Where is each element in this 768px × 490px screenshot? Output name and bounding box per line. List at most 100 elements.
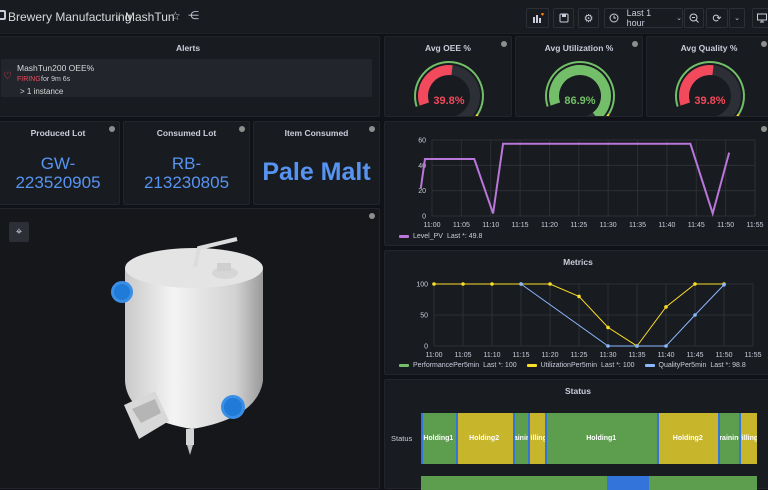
x-tick-label: 11:20: [542, 352, 559, 359]
time-picker-button[interactable]: Last 1 hour ⌄: [604, 8, 683, 28]
metrics-legend: PerformancePer5min Last *: 100 Utilizati…: [399, 362, 746, 369]
gauge-panel-oee: Avg OEE % 39.8%: [384, 36, 512, 117]
legend-swatch: [526, 364, 537, 367]
chevron-down-icon: ⌄: [734, 15, 740, 22]
status-segment-edge: [718, 413, 721, 464]
stat-panel-produced-lot: Produced Lot GW- 223520905: [0, 121, 120, 205]
metrics-point: [490, 282, 494, 286]
add-panel-button[interactable]: [526, 8, 549, 28]
panel-status-dot: [369, 126, 375, 132]
status-segment-edge: [512, 413, 515, 464]
metrics-point: [606, 325, 610, 330]
status-segment[interactable]: Holding2: [455, 413, 513, 464]
legend-swatch: [399, 364, 409, 367]
share-icon[interactable]: ⋲: [188, 10, 199, 22]
status-row-label: Status: [391, 434, 413, 443]
crosshair-icon: ⌖: [15, 225, 23, 238]
gauge-threshold-green: [414, 61, 484, 115]
legend-last: Last *: 98.8: [710, 362, 746, 369]
gauge-svg: [414, 61, 484, 116]
star-icon[interactable]: ☆: [170, 9, 181, 23]
stat-value: Pale Malt: [262, 158, 371, 186]
panel-status-dot: [369, 213, 375, 219]
level-chart: 0 20 40 60 11:00 11:05 11:10 11:15 11:20 11:25 11:…: [418, 138, 764, 230]
panel-title: Avg OEE %: [425, 43, 471, 53]
alert-state: FIRING: [17, 76, 41, 83]
metrics-point: [722, 282, 726, 287]
status-segment[interactable]: Draining: [718, 413, 739, 464]
status-segment-edge: [657, 413, 660, 464]
legend-last: Last *: 100: [601, 362, 635, 369]
metrics-point: [606, 344, 610, 348]
x-tick-label: 11:20: [541, 222, 558, 229]
x-tick-label: 11:10: [484, 352, 501, 359]
alert-duration: for 9m 6s: [41, 76, 71, 83]
gauge-svg: [675, 61, 745, 116]
breadcrumb-folder[interactable]: Brewery Manufacturing: [8, 10, 132, 24]
x-tick-label: 11:55: [747, 222, 764, 229]
status-segment[interactable]: Holding1: [421, 413, 456, 464]
panel-status-dot: [761, 126, 767, 132]
stat-panel-consumed-lot: Consumed Lot RB- 213230805: [123, 121, 250, 205]
save-dashboard-button[interactable]: [553, 8, 574, 28]
legend-name: UtilizationPer5min: [540, 362, 598, 369]
chevron-down-icon: ⌄: [676, 15, 682, 22]
x-tick-label: 11:25: [570, 222, 587, 229]
gauge-svg: [545, 61, 615, 116]
recenter-button[interactable]: ⌖: [9, 222, 29, 242]
alert-instances-toggle[interactable]: > 1 instance: [20, 87, 64, 96]
status-segment-edge: [455, 413, 458, 464]
legend-name: PerformancePer5min: [413, 362, 480, 369]
status-segment-edge: [738, 413, 741, 464]
x-tick-label: 11:05: [453, 222, 470, 229]
panel-title: Avg Utilization %: [544, 43, 614, 53]
y-tick-label: 100: [416, 282, 428, 289]
legend-last: Last *: 100: [483, 362, 517, 369]
panel-title: Produced Lot: [30, 128, 86, 138]
stat-value-line1: RB-: [171, 154, 202, 173]
x-tick-label: 11:15: [512, 222, 529, 229]
legend-swatch: [399, 235, 409, 238]
panel-title: Avg Quality %: [680, 43, 738, 53]
clock-icon: [609, 13, 619, 23]
alert-name: MashTun200 OEE%: [17, 63, 95, 73]
x-tick-label: 11:50: [717, 222, 734, 229]
status-track-second: [421, 476, 757, 490]
tv-mode-button[interactable]: [752, 8, 768, 28]
save-icon: [559, 13, 568, 23]
alert-item[interactable]: ♡ MashTun200 OEE% FIRING for 9m 6s > 1 i…: [1, 59, 372, 97]
panel-status-dot: [109, 126, 115, 132]
x-tick-label: 11:10: [482, 222, 499, 229]
x-tick-label: 11:00: [424, 222, 441, 229]
status-segment[interactable]: Draining: [512, 413, 528, 464]
x-tick-label: 11:30: [600, 222, 617, 229]
legend-item-quality[interactable]: QualityPer5min Last *: 98.8: [644, 362, 746, 369]
gauge-value: 39.8%: [694, 95, 726, 107]
legend-item-performance[interactable]: PerformancePer5min Last *: 100: [399, 362, 517, 369]
refresh-button[interactable]: ⟳: [706, 8, 728, 28]
dashboard-settings-button[interactable]: ⚙: [578, 8, 599, 28]
legend-last: Last *: 49.8: [446, 233, 483, 240]
refresh-interval-button[interactable]: ⌄: [729, 8, 745, 28]
stat-panel-item-consumed: Item Consumed Pale Malt: [253, 121, 380, 205]
zoom-out-button[interactable]: [684, 8, 704, 28]
status-segment[interactable]: Filling: [527, 413, 546, 464]
legend-item-utilization[interactable]: UtilizationPer5min Last *: 100: [526, 362, 635, 369]
level-legend-item[interactable]: Level_PV Last *: 49.8: [399, 233, 482, 240]
status-segment[interactable]: Holding1: [545, 413, 658, 464]
breadcrumb-separator: /: [117, 10, 121, 24]
x-tick-label: 11:35: [629, 352, 646, 359]
metrics-point: [548, 282, 552, 286]
x-tick-label: 11:55: [745, 352, 762, 359]
x-tick-label: 11:40: [658, 222, 675, 229]
status-segment[interactable]: Filling: [738, 413, 757, 464]
legend-swatch: [644, 364, 655, 367]
stat-value-line1: GW-: [40, 154, 76, 173]
y-tick-label: 20: [418, 188, 426, 195]
sensor-marker-bottom[interactable]: [221, 395, 245, 419]
panel-status-dot: [632, 41, 638, 47]
breadcrumb-dashboard[interactable]: MashTun: [125, 10, 175, 24]
status-segment[interactable]: Holding2: [657, 413, 719, 464]
sensor-marker-top[interactable]: [111, 281, 133, 303]
x-tick-label: 11:30: [600, 352, 617, 359]
